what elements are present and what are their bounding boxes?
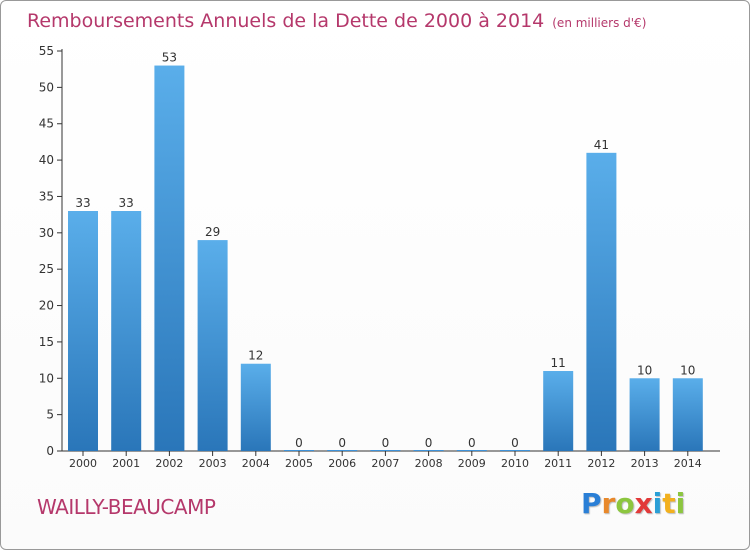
x-tick-label: 2005 xyxy=(285,457,313,470)
x-tick-label: 2010 xyxy=(501,457,529,470)
logo-letter: P xyxy=(581,487,602,520)
x-tick-label: 2000 xyxy=(69,457,97,470)
data-label: 0 xyxy=(382,436,390,450)
logo-letter: i xyxy=(675,487,686,520)
x-tick-label: 2014 xyxy=(674,457,702,470)
x-tick-label: 2003 xyxy=(199,457,227,470)
x-tick-label: 2011 xyxy=(544,457,572,470)
x-tick-label: 2012 xyxy=(587,457,615,470)
data-label: 0 xyxy=(338,436,346,450)
x-tick-label: 2008 xyxy=(415,457,443,470)
bar xyxy=(672,378,703,451)
logo-letter: o xyxy=(615,487,635,520)
y-tick-label: 5 xyxy=(46,408,54,422)
y-tick-label: 45 xyxy=(39,117,54,131)
x-tick-label: 2004 xyxy=(242,457,270,470)
data-label: 29 xyxy=(205,225,220,239)
x-tick-label: 2002 xyxy=(155,457,183,470)
data-label: 33 xyxy=(75,196,90,210)
data-label: 0 xyxy=(511,436,519,450)
bar xyxy=(154,65,185,451)
y-tick-label: 20 xyxy=(39,299,54,313)
x-tick-label: 2006 xyxy=(328,457,356,470)
bar-chart: 0 5 10 15 20 25 30 35 40 45 50 55 2000 2001 2002 2003 20… xyxy=(39,44,720,470)
data-label: 0 xyxy=(425,436,433,450)
data-label: 10 xyxy=(637,363,652,377)
logo-letter: t xyxy=(662,487,676,520)
y-tick-label: 40 xyxy=(39,153,54,167)
x-tick-label: 2001 xyxy=(112,457,140,470)
data-label: 12 xyxy=(248,349,263,363)
bars xyxy=(68,65,703,451)
y-tick-label: 35 xyxy=(39,189,54,203)
bar xyxy=(111,211,142,451)
y-tick-label: 30 xyxy=(39,226,54,240)
bar xyxy=(68,211,98,451)
data-label: 33 xyxy=(119,196,134,210)
data-label: 11 xyxy=(551,356,566,370)
logo-letter: i xyxy=(652,487,663,520)
bar xyxy=(543,371,574,451)
bar xyxy=(586,152,617,451)
x-tick-label: 2007 xyxy=(371,457,399,470)
y-tick-label: 10 xyxy=(39,371,54,385)
proxiti-logo[interactable]: Proxiti xyxy=(581,487,685,520)
data-label: 53 xyxy=(162,51,177,65)
y-tick-label: 55 xyxy=(39,44,54,58)
data-label: 41 xyxy=(594,138,609,152)
chart-title-text: Remboursements Annuels de la Dette de 20… xyxy=(27,10,545,32)
chart-unit: (en milliers d'€) xyxy=(552,16,647,30)
bar xyxy=(240,363,271,451)
data-labels: 33 33 53 29 12 0 0 0 0 0 0 11 41 10 10 xyxy=(75,51,695,450)
data-label: 0 xyxy=(295,436,303,450)
y-tick-label: 50 xyxy=(39,80,54,94)
data-label: 10 xyxy=(680,363,695,377)
chart-title: Remboursements Annuels de la Dette de 20… xyxy=(27,10,646,32)
y-tick-label: 15 xyxy=(39,335,54,349)
logo-letter: r xyxy=(601,487,616,520)
bar xyxy=(197,240,228,451)
bar xyxy=(629,378,660,451)
y-tick-label: 25 xyxy=(39,262,54,276)
commune-name: WAILLY-BEAUCAMP xyxy=(37,495,216,519)
logo-letter: x xyxy=(634,487,653,520)
x-tick-label: 2013 xyxy=(631,457,659,470)
y-tick-label: 0 xyxy=(46,444,54,458)
data-label: 0 xyxy=(468,436,476,450)
x-tick-label: 2009 xyxy=(458,457,486,470)
